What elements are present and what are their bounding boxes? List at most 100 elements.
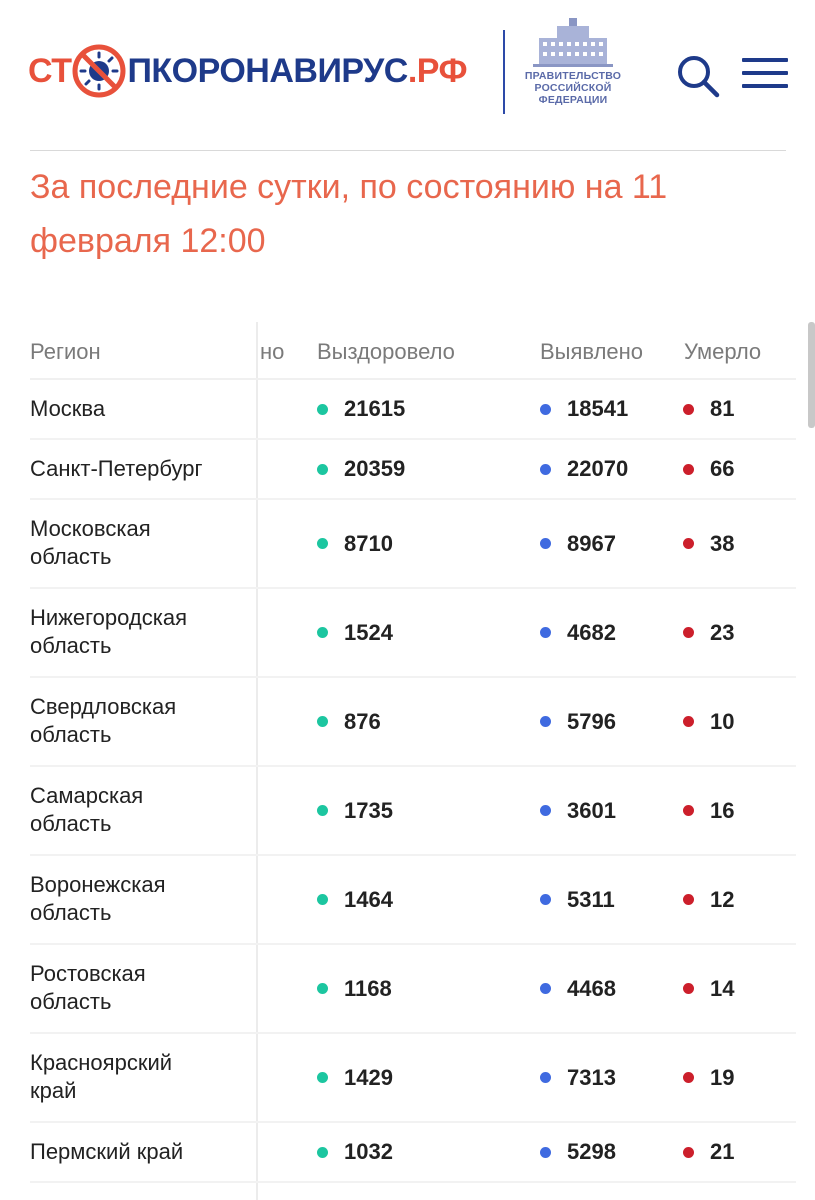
recovered-value: 876 — [344, 708, 381, 734]
cell-recovered: 1168 — [317, 975, 392, 1003]
cell-died: 23 — [683, 619, 734, 647]
table-row: Самарская область 1735 3601 16 — [30, 767, 796, 856]
detected-value: 4468 — [567, 975, 616, 1001]
cell-died: 19 — [683, 1064, 734, 1092]
hamburger-menu-icon[interactable] — [742, 58, 788, 88]
region-name: Самарская область — [30, 783, 144, 836]
died-value: 19 — [710, 1064, 735, 1090]
table-row: Свердловская область 876 5796 10 — [30, 678, 796, 767]
cell-detected: 8967 — [540, 530, 616, 558]
cell-detected: 5311 — [540, 886, 615, 914]
died-value: 10 — [710, 708, 735, 734]
cell-recovered: 1429 — [317, 1064, 393, 1092]
recovered-dot-icon — [317, 463, 328, 475]
died-value: 12 — [710, 886, 735, 912]
header-separator — [30, 150, 786, 151]
cell-detected: 18541 — [540, 395, 628, 423]
table-row: Пермский край 1032 5298 21 — [30, 1123, 796, 1183]
government-logo[interactable]: ПРАВИТЕЛЬСТВО РОССИЙСКОЙ ФЕДЕРАЦИИ — [522, 16, 624, 116]
recovered-value: 1464 — [344, 886, 393, 912]
table-row: Московская область 8710 8967 38 — [30, 500, 796, 589]
detected-dot-icon — [540, 983, 551, 994]
header-partial[interactable]: но — [260, 339, 285, 364]
header-region[interactable]: Регион — [30, 339, 101, 364]
died-dot-icon — [683, 627, 694, 638]
menu-bar — [742, 58, 788, 62]
died-dot-icon — [683, 538, 694, 549]
detected-value: 18541 — [567, 396, 629, 421]
detected-value: 8967 — [567, 530, 616, 556]
died-dot-icon — [683, 1146, 694, 1158]
gov-text-line3: ФЕДЕРАЦИИ — [538, 94, 608, 106]
site-logo[interactable]: СТ ПКОРОНАВИРУС .РФ — [28, 40, 468, 102]
recovered-dot-icon — [317, 716, 328, 727]
table-body: Москва 21615 18541 81 Санкт-Петербург 20359 22… — [30, 380, 796, 1183]
cell-recovered: 8710 — [317, 530, 393, 558]
died-value: 21 — [710, 1139, 735, 1164]
cell-died: 10 — [683, 708, 734, 736]
logo-text-part3: .РФ — [407, 51, 468, 90]
region-name: Санкт-Петербург — [30, 456, 203, 481]
recovered-value: 20359 — [344, 456, 406, 481]
table-row: Москва 21615 18541 81 — [30, 380, 796, 440]
stats-table: Регион но Выздоровело Выявлено Умерло Мо… — [30, 322, 796, 1183]
recovered-value: 1032 — [344, 1139, 393, 1164]
detected-value: 7313 — [567, 1064, 616, 1090]
recovered-dot-icon — [317, 805, 328, 816]
header-detected[interactable]: Выявлено — [540, 339, 644, 364]
region-name: Свердловская область — [30, 694, 177, 747]
detected-dot-icon — [540, 403, 551, 415]
detected-value: 5298 — [567, 1139, 616, 1164]
cell-detected: 22070 — [540, 455, 628, 483]
recovered-dot-icon — [317, 1072, 328, 1083]
header-died[interactable]: Умерло — [684, 339, 762, 364]
region-name: Пермский край — [30, 1139, 184, 1164]
region-name: Ростовская область — [30, 961, 146, 1014]
table-row: Санкт-Петербург 20359 22070 66 — [30, 440, 796, 500]
horizontal-scrollbar[interactable] — [808, 322, 815, 428]
region-name: Москва — [30, 396, 106, 421]
recovered-value: 8710 — [344, 530, 393, 556]
cell-detected: 5796 — [540, 708, 616, 736]
detected-value: 3601 — [567, 797, 616, 823]
recovered-dot-icon — [317, 403, 328, 415]
recovered-value: 1429 — [344, 1064, 393, 1090]
cell-recovered: 20359 — [317, 455, 405, 483]
died-dot-icon — [683, 463, 694, 475]
cell-detected: 3601 — [540, 797, 616, 825]
cell-detected: 4682 — [540, 619, 616, 647]
cell-died: 14 — [683, 975, 734, 1003]
recovered-value: 21615 — [344, 396, 406, 421]
detected-value: 5311 — [567, 886, 615, 912]
sticky-column-divider — [256, 322, 258, 1200]
site-header: СТ ПКОРОНАВИРУС .РФ — [0, 0, 815, 150]
page-title: За последние сутки, по состоянию на 11 ф… — [30, 168, 668, 260]
cell-recovered: 21615 — [317, 395, 405, 423]
cell-detected: 4468 — [540, 975, 616, 1003]
menu-bar — [742, 84, 788, 88]
search-icon[interactable] — [676, 54, 720, 98]
died-value: 14 — [710, 975, 735, 1001]
header-recovered[interactable]: Выздоровело — [317, 339, 455, 364]
cell-died: 38 — [683, 530, 734, 558]
died-dot-icon — [683, 716, 694, 727]
header-divider — [503, 30, 505, 114]
died-value: 81 — [710, 396, 735, 421]
died-dot-icon — [683, 403, 694, 415]
cell-detected: 7313 — [540, 1064, 616, 1092]
cell-recovered: 1524 — [317, 619, 393, 647]
cell-died: 66 — [683, 455, 734, 483]
died-value: 38 — [710, 530, 735, 556]
died-dot-icon — [683, 1072, 694, 1083]
recovered-dot-icon — [317, 627, 328, 638]
died-value: 16 — [710, 797, 735, 823]
died-value: 23 — [710, 619, 735, 645]
cell-died: 12 — [683, 886, 734, 914]
detected-dot-icon — [540, 627, 551, 638]
recovered-value: 1524 — [344, 619, 393, 645]
gov-text-line2: РОССИЙСКОЙ — [534, 82, 612, 94]
cell-detected: 5298 — [540, 1138, 616, 1166]
region-name: Воронежская область — [30, 872, 166, 925]
recovered-dot-icon — [317, 538, 328, 549]
recovered-dot-icon — [317, 894, 328, 905]
